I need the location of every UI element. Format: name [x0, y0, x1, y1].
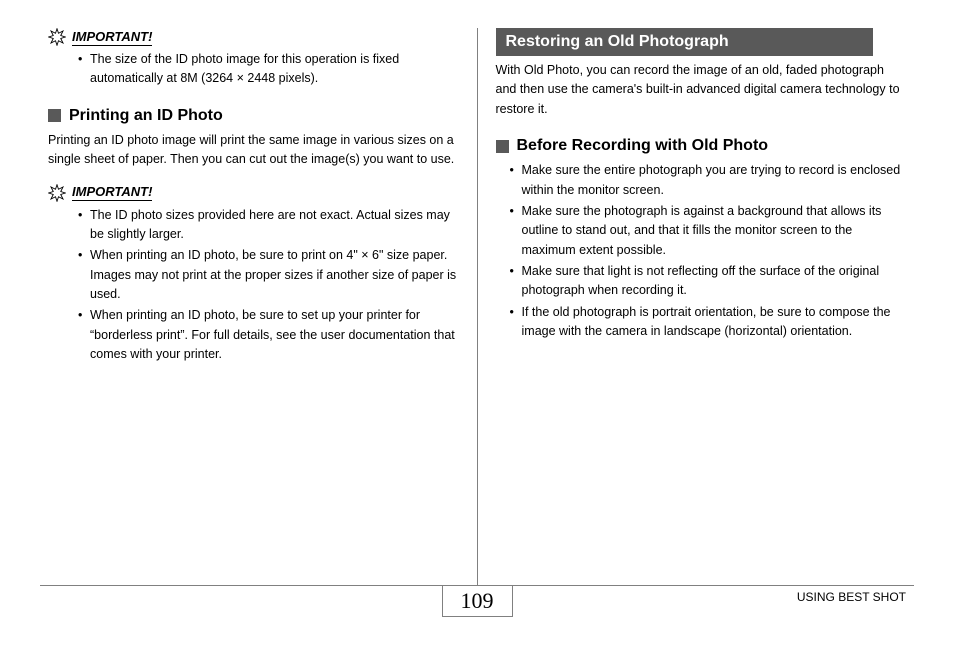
bullet-dot: •: [78, 50, 90, 89]
bullet-dot: •: [510, 262, 522, 301]
list-item: • The ID photo sizes provided here are n…: [78, 206, 459, 245]
list-item: • Make sure that light is not reflecting…: [510, 262, 907, 301]
list-item: • Make sure the photograph is against a …: [510, 202, 907, 260]
list-text: The ID photo sizes provided here are not…: [90, 206, 459, 245]
list-item: • When printing an ID photo, be sure to …: [78, 246, 459, 304]
list-text: Make sure the entire photograph you are …: [522, 161, 907, 200]
list-text: Make sure that light is not reflecting o…: [522, 262, 907, 301]
bullet-dot: •: [78, 206, 90, 245]
subheading-printing: Printing an ID Photo: [48, 107, 459, 125]
list-text: The size of the ID photo image for this …: [90, 50, 459, 89]
square-icon: [48, 109, 61, 122]
list-text: When printing an ID photo, be sure to pr…: [90, 246, 459, 304]
list-item: • If the old photograph is portrait orie…: [510, 303, 907, 342]
right-column: Restoring an Old Photograph With Old Pho…: [478, 28, 915, 585]
bullet-dot: •: [78, 306, 90, 364]
footer-section-label: USING BEST SHOT: [797, 590, 906, 604]
intro-text: With Old Photo, you can record the image…: [496, 61, 907, 119]
page-number: 109: [442, 585, 513, 617]
list-item: • The size of the ID photo image for thi…: [78, 50, 459, 89]
left-column: IMPORTANT! • The size of the ID photo im…: [40, 28, 477, 585]
body-printing: Printing an ID photo image will print th…: [48, 131, 459, 170]
list-text: If the old photograph is portrait orient…: [522, 303, 907, 342]
important-label-2: IMPORTANT!: [72, 184, 152, 201]
bullet-dot: •: [78, 246, 90, 304]
page-footer: 109 USING BEST SHOT: [40, 585, 914, 624]
important-callout-2: IMPORTANT!: [48, 184, 459, 202]
subheading-text: Printing an ID Photo: [69, 107, 223, 125]
starburst-icon: [48, 184, 66, 202]
list-text: When printing an ID photo, be sure to se…: [90, 306, 459, 364]
bullet-dot: •: [510, 202, 522, 260]
footer-row: 109 USING BEST SHOT: [40, 590, 914, 624]
list-text: Make sure the photograph is against a ba…: [522, 202, 907, 260]
list-item: • Make sure the entire photograph you ar…: [510, 161, 907, 200]
square-icon: [496, 140, 509, 153]
important-callout-1: IMPORTANT!: [48, 28, 459, 46]
subheading-text: Before Recording with Old Photo: [517, 137, 769, 155]
bullet-dot: •: [510, 303, 522, 342]
important-2-list: • The ID photo sizes provided here are n…: [78, 206, 459, 365]
before-recording-list: • Make sure the entire photograph you ar…: [510, 161, 907, 341]
content-columns: IMPORTANT! • The size of the ID photo im…: [40, 28, 914, 585]
starburst-icon: [48, 28, 66, 46]
list-item: • When printing an ID photo, be sure to …: [78, 306, 459, 364]
subheading-before-recording: Before Recording with Old Photo: [496, 137, 907, 155]
important-label-1: IMPORTANT!: [72, 29, 152, 46]
important-1-list: • The size of the ID photo image for thi…: [78, 50, 459, 89]
section-banner: Restoring an Old Photograph: [496, 28, 874, 56]
bullet-dot: •: [510, 161, 522, 200]
